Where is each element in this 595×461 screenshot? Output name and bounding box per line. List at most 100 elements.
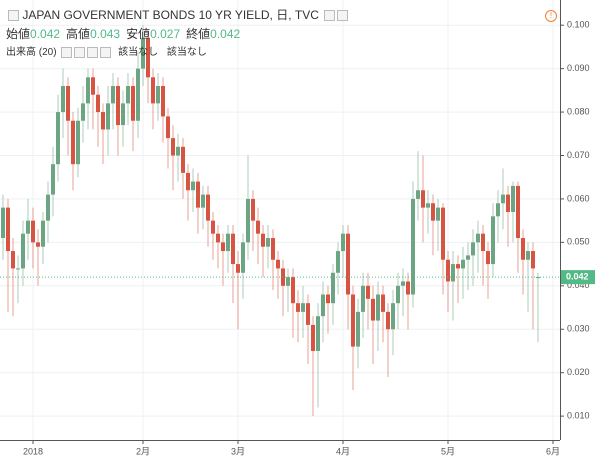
candle-body bbox=[176, 146, 180, 156]
x-tick-label: 6月 bbox=[546, 446, 560, 456]
candle-body bbox=[406, 281, 410, 295]
candle-body bbox=[151, 77, 155, 104]
candle-body bbox=[511, 185, 515, 212]
y-tick-label: 0.050 bbox=[567, 237, 590, 247]
candle-body bbox=[521, 238, 525, 260]
candle-body bbox=[211, 220, 215, 234]
volume-value: 該当なし bbox=[118, 47, 159, 58]
candle-body bbox=[116, 86, 120, 126]
candle-body bbox=[351, 294, 355, 347]
candle-body bbox=[101, 112, 105, 130]
volume-button[interactable] bbox=[100, 46, 112, 58]
candle-body bbox=[266, 238, 270, 247]
candle-body bbox=[236, 264, 240, 273]
candle-body bbox=[431, 203, 435, 221]
candle-body bbox=[336, 251, 340, 273]
candle-body bbox=[141, 38, 145, 69]
candle-body bbox=[226, 233, 230, 252]
last-price-box bbox=[561, 270, 595, 285]
candle-body bbox=[391, 303, 395, 330]
candle-body bbox=[466, 255, 470, 260]
candle-body bbox=[306, 303, 310, 325]
ohlc-label: 終値 bbox=[186, 27, 211, 41]
ohlc-value: 0.027 bbox=[150, 27, 181, 41]
volume-button[interactable] bbox=[61, 46, 73, 58]
volume-button[interactable] bbox=[74, 46, 86, 58]
candle-body bbox=[1, 207, 5, 239]
candle-body bbox=[221, 242, 225, 252]
candle-body bbox=[476, 233, 480, 243]
candle-body bbox=[206, 194, 210, 221]
candle-body bbox=[71, 120, 75, 165]
candle-body bbox=[411, 198, 415, 295]
candle-body bbox=[371, 298, 375, 321]
candle-body bbox=[81, 103, 85, 121]
candle-body bbox=[66, 86, 70, 121]
candle-body bbox=[456, 264, 460, 269]
y-tick-label: 0.100 bbox=[567, 20, 590, 30]
alert-icon[interactable]: ! bbox=[545, 10, 557, 22]
candle-body bbox=[286, 277, 290, 286]
volume-button[interactable] bbox=[87, 46, 99, 58]
candle-body bbox=[261, 233, 265, 247]
candle-body bbox=[491, 216, 495, 265]
candle-body bbox=[146, 38, 150, 78]
x-tick-label: 2018 bbox=[23, 446, 43, 456]
candle-body bbox=[486, 251, 490, 265]
candle-body bbox=[321, 294, 325, 317]
candle-body bbox=[311, 324, 315, 351]
candle-body bbox=[131, 86, 135, 121]
candle-body bbox=[166, 116, 170, 139]
candle-body bbox=[181, 146, 185, 173]
candle-body bbox=[326, 294, 330, 304]
candle-body bbox=[16, 268, 20, 270]
candle-body bbox=[56, 112, 60, 165]
candle-body bbox=[361, 285, 365, 312]
volume-row: 出来高 (20) 該当なし 該当なし bbox=[6, 43, 207, 58]
candle-body bbox=[136, 68, 140, 121]
candle-body bbox=[316, 316, 320, 351]
candle-body bbox=[356, 311, 360, 347]
candle-body bbox=[61, 86, 65, 113]
x-tick-label: 3月 bbox=[231, 446, 245, 456]
ohlc-row: 始値0.042 高値0.043 安値0.027 終値0.042 bbox=[6, 25, 246, 42]
y-tick-label: 0.010 bbox=[567, 410, 590, 420]
x-tick-label: 5月 bbox=[441, 446, 455, 456]
candle-body bbox=[191, 181, 195, 191]
candle-body bbox=[241, 242, 245, 273]
candle-body bbox=[186, 172, 190, 191]
candle-body bbox=[26, 220, 30, 234]
candle-body bbox=[441, 207, 445, 260]
candle-body bbox=[446, 259, 450, 282]
candle-body bbox=[246, 198, 250, 243]
volume-label: 出来高 (20) bbox=[6, 47, 57, 58]
collapse-button[interactable] bbox=[8, 10, 19, 22]
settings-button[interactable] bbox=[324, 10, 336, 22]
x-tick-label: 2月 bbox=[136, 446, 150, 456]
candle-body bbox=[386, 311, 390, 330]
candle-body bbox=[51, 164, 55, 195]
candle-body bbox=[531, 251, 535, 269]
candle-body bbox=[301, 303, 305, 312]
y-tick-label: 0.060 bbox=[567, 193, 590, 203]
candle-body bbox=[156, 86, 160, 104]
candle-body bbox=[251, 198, 255, 221]
ohlc-label: 安値 bbox=[126, 27, 151, 41]
y-tick-label: 0.040 bbox=[567, 280, 590, 290]
volume-value: 該当なし bbox=[166, 47, 207, 58]
candle-body bbox=[76, 120, 80, 165]
close-button[interactable] bbox=[337, 10, 349, 22]
candle-body bbox=[416, 190, 420, 199]
x-tick-label: 4月 bbox=[336, 446, 350, 456]
ohlc-value: 0.043 bbox=[90, 27, 121, 41]
y-tick-label: 0.030 bbox=[567, 324, 590, 334]
candle-body bbox=[41, 220, 45, 247]
candle-body bbox=[91, 77, 95, 95]
candle-body bbox=[461, 259, 465, 269]
candle-body bbox=[291, 277, 295, 304]
ohlc-value: 0.042 bbox=[210, 27, 241, 41]
candle-body bbox=[201, 194, 205, 208]
candle-body bbox=[161, 86, 165, 117]
candle-body bbox=[331, 272, 335, 304]
